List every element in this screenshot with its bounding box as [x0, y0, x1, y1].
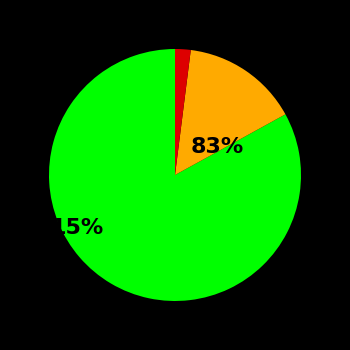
Wedge shape	[175, 49, 191, 175]
Text: 15%: 15%	[50, 217, 104, 238]
Wedge shape	[175, 50, 285, 175]
Wedge shape	[49, 49, 301, 301]
Text: 83%: 83%	[190, 137, 244, 157]
